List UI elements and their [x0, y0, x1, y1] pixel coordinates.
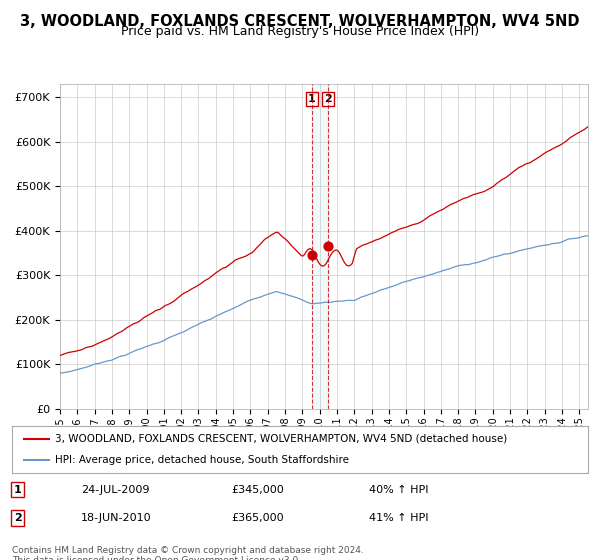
Text: £365,000: £365,000 — [231, 513, 284, 523]
Text: 18-JUN-2010: 18-JUN-2010 — [81, 513, 152, 523]
Text: 3, WOODLAND, FOXLANDS CRESCENT, WOLVERHAMPTON, WV4 5ND: 3, WOODLAND, FOXLANDS CRESCENT, WOLVERHA… — [20, 14, 580, 29]
Text: Price paid vs. HM Land Registry's House Price Index (HPI): Price paid vs. HM Land Registry's House … — [121, 25, 479, 38]
Text: 41% ↑ HPI: 41% ↑ HPI — [369, 513, 428, 523]
Text: 40% ↑ HPI: 40% ↑ HPI — [369, 484, 428, 494]
Text: 1: 1 — [308, 94, 316, 104]
Text: 24-JUL-2009: 24-JUL-2009 — [81, 484, 149, 494]
Point — [307, 251, 317, 260]
Text: £345,000: £345,000 — [231, 484, 284, 494]
Text: HPI: Average price, detached house, South Staffordshire: HPI: Average price, detached house, Sout… — [55, 455, 349, 465]
Text: 3, WOODLAND, FOXLANDS CRESCENT, WOLVERHAMPTON, WV4 5ND (detached house): 3, WOODLAND, FOXLANDS CRESCENT, WOLVERHA… — [55, 434, 508, 444]
Point — [323, 242, 332, 251]
Text: 2: 2 — [14, 513, 22, 523]
Text: 2: 2 — [324, 94, 332, 104]
Bar — [312, 84, 328, 409]
Text: 1: 1 — [14, 484, 22, 494]
Text: Contains HM Land Registry data © Crown copyright and database right 2024.
This d: Contains HM Land Registry data © Crown c… — [12, 546, 364, 560]
